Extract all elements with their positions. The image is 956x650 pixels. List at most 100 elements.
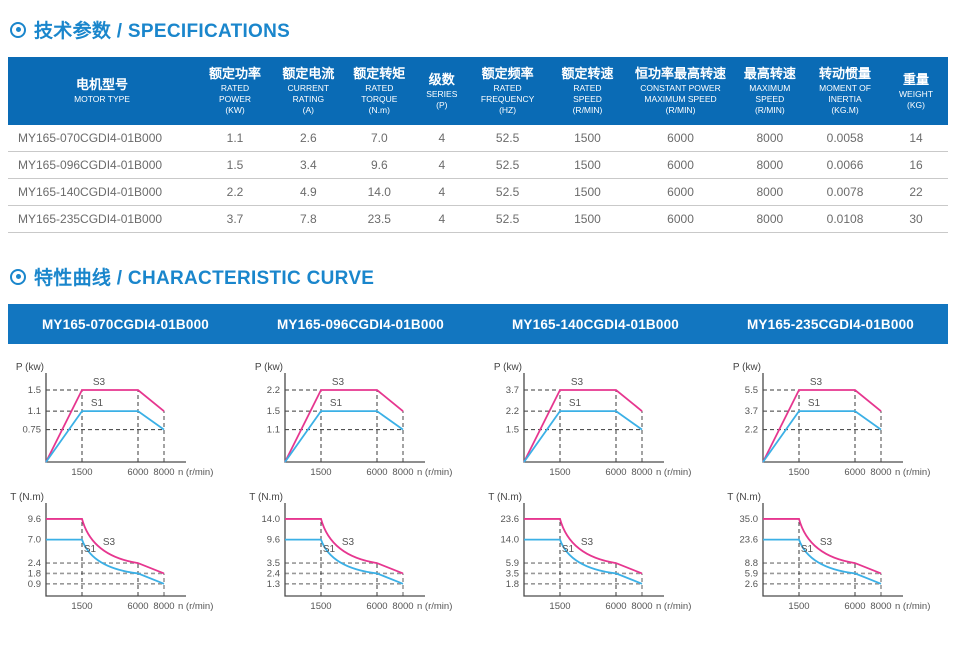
spec-value-cell: 4.9 <box>274 178 343 207</box>
x-axis-label: n (r/min) <box>178 467 213 478</box>
y-tick-label: 23.6 <box>740 535 759 546</box>
x-tick-label: 8000 <box>153 467 174 478</box>
y-tick-label: 9.6 <box>267 535 280 546</box>
s3-series-label: S3 <box>332 377 345 388</box>
y-tick-label: 1.5 <box>267 407 280 418</box>
characteristic-section-title: 特性曲线 / CHARACTERISTIC CURVE <box>10 263 956 290</box>
y-tick-label: 2.4 <box>28 558 41 569</box>
chart-column-MY165-070CGDI4-01B000: 1.5 1.1 0.75 1500 6000 8000 n (r/min) P (kw) S3 S… <box>0 360 239 616</box>
y-tick-label: 1.1 <box>28 407 41 418</box>
y-tick-label: 5.9 <box>745 569 758 580</box>
y-axis-label: T (N.m) <box>10 492 44 503</box>
x-tick-label: 1500 <box>310 467 331 478</box>
column-header-en: RATED TORQUE (N.m) <box>361 83 398 116</box>
spec-value-cell: 52.5 <box>467 125 548 153</box>
column-header-zh: 额定电流 <box>282 66 335 81</box>
column-header-en: WEIGHT (KG) <box>899 88 934 110</box>
x-tick-label: 1500 <box>71 467 92 478</box>
x-axis-label: n (r/min) <box>895 601 930 612</box>
s3-torque-curve <box>763 518 882 575</box>
chart-column-MY165-096CGDI4-01B000: 2.2 1.5 1.1 1500 6000 8000 n (r/min) P (kw) S3 S1… <box>239 360 478 616</box>
chart-column-MY165-140CGDI4-01B000: 3.7 2.2 1.5 1500 6000 8000 n (r/min) P (kw) S3 S1… <box>478 360 717 616</box>
s1-series-label: S1 <box>330 399 343 410</box>
x-tick-label: 6000 <box>844 467 865 478</box>
x-tick-label: 8000 <box>153 601 174 612</box>
y-tick-label: 8.8 <box>745 558 758 569</box>
y-tick-label: 3.7 <box>506 385 519 396</box>
y-tick-label: 2.2 <box>267 385 280 396</box>
power-curve-chart-MY165-070CGDI4-01B000: 1.5 1.1 0.75 1500 6000 8000 n (r/min) P (kw) S3 S… <box>16 362 214 478</box>
spec-value-cell: 2.2 <box>196 178 275 207</box>
x-tick-label: 6000 <box>366 601 387 612</box>
section-bullet-icon <box>10 21 26 38</box>
spec-value-cell: 2.6 <box>274 125 343 153</box>
x-tick-label: 1500 <box>71 601 92 612</box>
spec-value-cell: 0.0108 <box>806 205 885 234</box>
datasheet-page: 技术参数 / SPECIFICATIONS 电机型号 MOTOR TYPE 额定功率… <box>0 16 956 650</box>
x-axis-label: n (r/min) <box>417 467 452 478</box>
spec-value-cell: 3.7 <box>196 205 275 234</box>
chart-axes <box>45 373 186 464</box>
spec-value-cell: 6000 <box>627 151 734 180</box>
x-tick-label: 8000 <box>870 467 891 478</box>
y-tick-label: 9.6 <box>28 514 41 525</box>
spec-value-cell: 7.8 <box>274 205 343 234</box>
x-axis-label: n (r/min) <box>895 467 930 478</box>
x-tick-label: 8000 <box>870 601 891 612</box>
column-header-zh: 额定功率 <box>209 66 262 81</box>
x-axis-label: n (r/min) <box>178 601 213 612</box>
spec-value-cell: 8000 <box>733 178 807 207</box>
spec-column-header-6: 额定转速 RATED SPEED (R/MIN) <box>547 57 628 126</box>
x-tick-label: 1500 <box>549 601 570 612</box>
spec-value-cell: 4 <box>415 178 468 207</box>
spec-value-cell: 1500 <box>547 151 628 180</box>
spec-table-row-3: MY165-235CGDI4-01B000 3.7 7.8 23.5 4 52.5 1500… <box>8 205 948 234</box>
motor-type-cell: MY165-070CGDI4-01B000 <box>8 125 197 153</box>
spec-value-cell: 8000 <box>733 151 807 180</box>
spec-table-body: MY165-070CGDI4-01B000 1.1 2.6 7.0 4 52.5 1500 6… <box>8 125 948 234</box>
spec-table-row-1: MY165-096CGDI4-01B000 1.5 3.4 9.6 4 52.5 1500 6… <box>8 151 948 180</box>
spec-value-cell: 9.6 <box>342 151 416 180</box>
s3-torque-curve <box>46 518 165 575</box>
spec-value-cell: 4 <box>415 205 468 234</box>
s1-series-label: S1 <box>562 544 575 555</box>
s1-series-label: S1 <box>569 399 582 410</box>
y-tick-label: 14.0 <box>262 514 281 525</box>
s1-power-line <box>284 410 404 463</box>
spec-value-cell: 23.5 <box>342 205 416 234</box>
spec-value-cell: 0.0066 <box>806 151 885 180</box>
x-tick-label: 1500 <box>310 601 331 612</box>
x-tick-label: 8000 <box>631 601 652 612</box>
spec-table-header-row: 电机型号 MOTOR TYPE 额定功率 RATED POWER (KW) 额定电流 CU… <box>8 57 948 126</box>
spec-column-header-5: 额定频率 RATED FREQUENCY (HZ) <box>467 57 548 126</box>
characteristic-charts-grid: 1.5 1.1 0.75 1500 6000 8000 n (r/min) P (kw) S3 S… <box>0 360 956 616</box>
y-tick-label: 7.0 <box>28 535 41 546</box>
y-tick-label: 5.5 <box>745 385 758 396</box>
spec-column-header-10: 重量 WEIGHT (KG) <box>884 57 948 126</box>
spec-value-cell: 22 <box>884 178 948 207</box>
spec-column-header-2: 额定电流 CURRENT RATING (A) <box>274 57 343 126</box>
x-axis-label: n (r/min) <box>417 601 452 612</box>
y-tick-label: 2.4 <box>267 569 280 580</box>
s1-torque-curve <box>524 539 643 586</box>
s3-series-label: S3 <box>571 377 584 388</box>
spec-table-row-0: MY165-070CGDI4-01B000 1.1 2.6 7.0 4 52.5 1500 6… <box>8 125 948 153</box>
x-tick-label: 6000 <box>605 601 626 612</box>
s3-power-line <box>284 389 404 463</box>
x-tick-label: 6000 <box>844 601 865 612</box>
column-header-zh: 额定转矩 <box>353 66 406 81</box>
y-tick-label: 0.75 <box>23 425 42 436</box>
spec-value-cell: 4 <box>415 151 468 180</box>
spec-column-header-9: 转动惯量 MOMENT OF INERTIA (KG.M) <box>806 57 885 126</box>
spec-value-cell: 30 <box>884 205 948 234</box>
y-tick-label: 2.2 <box>506 407 519 418</box>
column-header-en: RATED POWER (KW) <box>218 83 252 116</box>
y-tick-label: 1.5 <box>506 425 519 436</box>
spec-column-header-3: 额定转矩 RATED TORQUE (N.m) <box>342 57 416 126</box>
x-tick-label: 1500 <box>549 467 570 478</box>
chart-axes <box>762 373 903 464</box>
section-bullet-icon <box>10 268 26 285</box>
model-bar-item-0: MY165-070CGDI4-01B000 <box>41 316 210 332</box>
x-tick-label: 8000 <box>631 467 652 478</box>
y-tick-label: 3.5 <box>267 558 280 569</box>
